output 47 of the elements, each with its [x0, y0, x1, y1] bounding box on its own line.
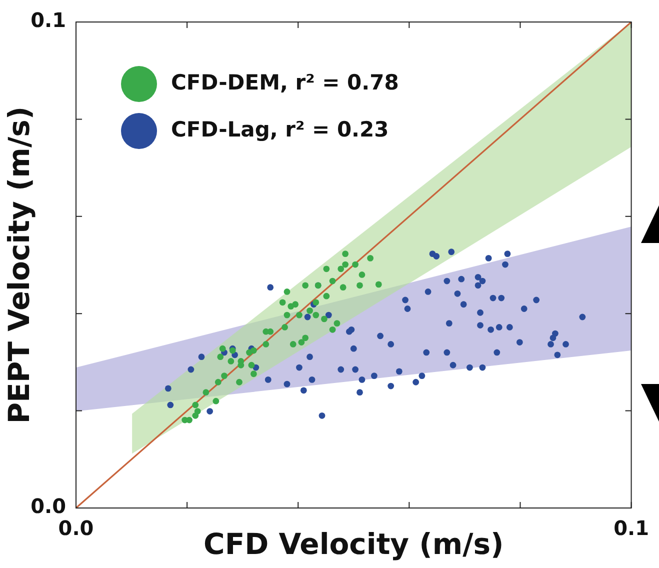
point	[214, 378, 222, 386]
point	[202, 389, 210, 396]
legend-label: CFD-DEM, r² = 0.78	[171, 70, 399, 94]
point	[250, 370, 257, 378]
point	[342, 261, 349, 268]
point	[217, 354, 224, 360]
point	[302, 334, 309, 342]
point	[219, 345, 226, 352]
point	[290, 341, 296, 348]
point	[338, 266, 344, 272]
point	[262, 341, 270, 348]
point	[334, 320, 340, 327]
x-axis-title: CFD Velocity (m/s)	[204, 527, 504, 562]
point	[340, 284, 346, 291]
point	[321, 316, 328, 322]
point	[329, 278, 336, 284]
point	[342, 250, 349, 258]
point	[296, 312, 302, 318]
point	[375, 281, 382, 288]
point	[186, 416, 192, 424]
point	[306, 307, 313, 314]
point	[312, 312, 320, 318]
point	[228, 358, 234, 364]
point	[329, 326, 336, 333]
point	[236, 378, 242, 386]
point	[248, 362, 255, 368]
point	[284, 288, 290, 295]
point	[192, 402, 199, 408]
point	[292, 301, 299, 308]
point	[312, 299, 320, 306]
point	[356, 282, 363, 289]
point	[282, 324, 288, 330]
point	[212, 398, 220, 404]
point	[302, 282, 309, 289]
point	[279, 299, 286, 306]
point	[284, 312, 290, 318]
point	[323, 266, 330, 272]
point	[352, 261, 359, 268]
y-axis-title: PEPT Velocity (m/s)	[2, 106, 36, 424]
point	[298, 339, 305, 346]
point	[194, 408, 201, 414]
point	[262, 328, 270, 335]
point	[221, 372, 228, 380]
point	[367, 254, 374, 262]
point	[358, 272, 366, 278]
legend-label: CFD-Lag, r² = 0.23	[171, 117, 389, 142]
point	[323, 292, 330, 300]
